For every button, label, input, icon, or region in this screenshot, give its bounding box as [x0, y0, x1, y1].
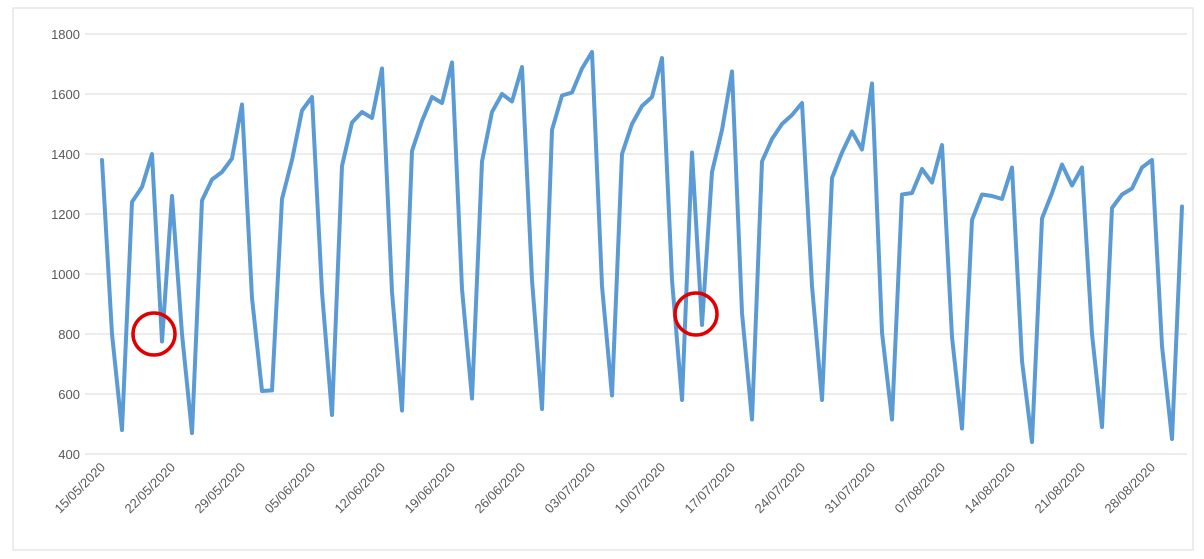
y-tick-label: 600: [58, 387, 80, 402]
y-tick-label: 1000: [51, 267, 80, 282]
data-line: [100, 50, 1184, 444]
y-tick-label: 1200: [51, 207, 80, 222]
y-tick-label: 1600: [51, 87, 80, 102]
y-tick-label: 1800: [51, 27, 80, 42]
highlight-circle: [673, 291, 719, 337]
y-tick-label: 400: [58, 447, 80, 462]
y-tick-label: 800: [58, 327, 80, 342]
highlight-circle: [131, 311, 177, 357]
y-tick-label: 1400: [51, 147, 80, 162]
